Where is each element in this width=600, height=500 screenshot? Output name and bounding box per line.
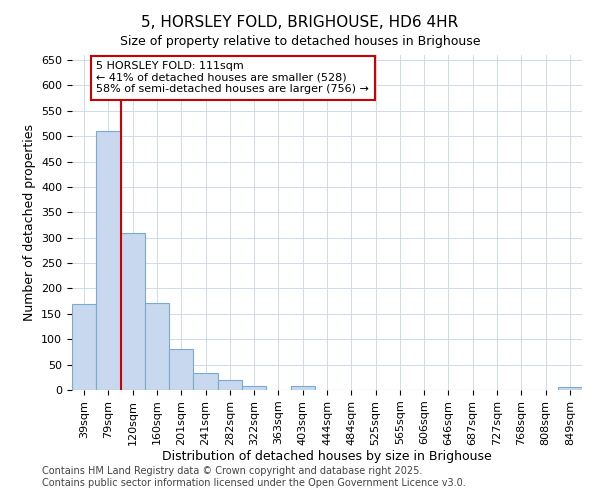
- Bar: [96, 131, 121, 390]
- Text: Contains HM Land Registry data © Crown copyright and database right 2025.
Contai: Contains HM Land Registry data © Crown c…: [42, 466, 466, 487]
- Bar: [558, 388, 582, 390]
- Bar: [72, 304, 96, 390]
- Bar: [121, 232, 145, 390]
- Bar: [218, 380, 242, 390]
- Y-axis label: Number of detached properties: Number of detached properties: [23, 124, 35, 321]
- Bar: [242, 386, 266, 390]
- Bar: [290, 386, 315, 390]
- Bar: [193, 372, 218, 390]
- Bar: [145, 302, 169, 390]
- Text: Size of property relative to detached houses in Brighouse: Size of property relative to detached ho…: [120, 35, 480, 48]
- Text: 5, HORSLEY FOLD, BRIGHOUSE, HD6 4HR: 5, HORSLEY FOLD, BRIGHOUSE, HD6 4HR: [142, 15, 458, 30]
- Bar: [169, 350, 193, 390]
- X-axis label: Distribution of detached houses by size in Brighouse: Distribution of detached houses by size …: [162, 450, 492, 464]
- Text: 5 HORSLEY FOLD: 111sqm
← 41% of detached houses are smaller (528)
58% of semi-de: 5 HORSLEY FOLD: 111sqm ← 41% of detached…: [96, 61, 369, 94]
